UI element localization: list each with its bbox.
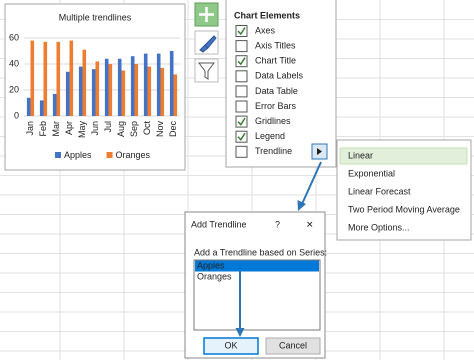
bar	[91, 69, 96, 116]
bar	[169, 51, 174, 116]
series-listbox[interactable]	[193, 259, 321, 331]
bar	[104, 58, 109, 116]
bar	[52, 93, 57, 116]
pointer-arrowhead	[297, 200, 306, 211]
menu-item[interactable]: More Options...	[348, 222, 410, 232]
x-tick-label: Feb	[38, 121, 48, 137]
bar	[147, 66, 152, 116]
element-label[interactable]: Axes	[255, 25, 276, 35]
bar	[43, 41, 48, 116]
bar	[65, 71, 70, 116]
x-tick-label: Aug	[116, 121, 126, 137]
bar	[56, 41, 61, 116]
x-tick-label: Apr	[64, 121, 74, 135]
element-label[interactable]: Error Bars	[255, 101, 297, 111]
element-label[interactable]: Gridlines	[255, 116, 291, 126]
bar	[134, 64, 139, 116]
checkbox[interactable]	[235, 40, 248, 53]
checkbox[interactable]	[235, 115, 248, 128]
element-label[interactable]: Data Labels	[255, 71, 304, 81]
menu-highlight	[339, 147, 468, 165]
arrow-icon	[317, 148, 322, 155]
bar	[121, 70, 126, 116]
close-button[interactable]: ✕	[306, 219, 314, 229]
y-tick-label: 20	[9, 84, 19, 94]
menu-item[interactable]: Linear	[348, 150, 373, 160]
x-tick-label: Nov	[155, 121, 165, 138]
bar	[82, 49, 87, 117]
x-tick-label: Oct	[142, 121, 152, 136]
checkmark	[237, 132, 246, 141]
legend-swatch	[106, 152, 113, 158]
chart-styles-button[interactable]	[194, 30, 219, 55]
chart-title: Multiple trendlines	[59, 12, 132, 22]
x-tick-label: Jan	[25, 121, 35, 136]
bar	[30, 40, 35, 116]
bar	[117, 58, 122, 116]
list-highlight	[195, 260, 319, 272]
element-label[interactable]: Data Table	[255, 86, 298, 96]
checkbox[interactable]	[235, 55, 248, 68]
menu-item[interactable]: Linear Forecast	[348, 186, 411, 196]
cancel-button[interactable]	[265, 337, 321, 355]
pointer-arrow	[301, 161, 322, 205]
bar	[160, 67, 165, 116]
checkbox[interactable]	[235, 85, 248, 98]
x-tick-label: Jun	[90, 121, 100, 136]
bar	[108, 64, 113, 116]
dialog-prompt: Add a Trendline based on Series:	[194, 247, 327, 257]
checkmark	[237, 57, 246, 66]
checkbox[interactable]	[235, 100, 248, 113]
bar	[143, 53, 148, 116]
bar	[26, 97, 31, 116]
checkbox[interactable]	[235, 130, 248, 143]
x-tick-label: May	[77, 121, 87, 139]
list-item[interactable]: Apples	[197, 260, 225, 270]
help-button[interactable]: ?	[275, 219, 280, 229]
menu-item[interactable]: Two Period Moving Average	[348, 204, 460, 214]
list-item[interactable]: Oranges	[197, 271, 232, 281]
plus-icon	[199, 7, 214, 22]
panel-title: Chart Elements	[234, 10, 300, 20]
x-tick-label: Mar	[51, 121, 61, 137]
x-tick-label: Sep	[129, 121, 139, 137]
element-label[interactable]: Chart Title	[255, 56, 296, 66]
element-label[interactable]: Legend	[255, 131, 285, 141]
y-tick-label: 0	[14, 110, 19, 120]
ok-button[interactable]	[203, 337, 259, 355]
cancel-label: Cancel	[279, 340, 307, 350]
menu-item[interactable]: Exponential	[348, 168, 395, 178]
checkbox[interactable]	[235, 70, 248, 83]
checkmark	[237, 27, 246, 36]
ok-label: OK	[224, 340, 237, 350]
legend-swatch	[55, 152, 61, 158]
bar	[78, 66, 83, 116]
bar	[130, 56, 135, 116]
filter-icon	[198, 62, 215, 80]
bar	[95, 61, 100, 116]
checkbox[interactable]	[235, 25, 248, 37]
bar	[39, 100, 44, 116]
pointer-arrowhead	[235, 328, 245, 337]
legend-label: Apples	[64, 150, 92, 160]
bar	[156, 53, 161, 116]
brush-icon	[199, 35, 217, 53]
y-tick-label: 40	[9, 58, 19, 68]
y-tick-label: 60	[9, 32, 19, 42]
bar	[69, 40, 74, 116]
element-label[interactable]: Axis Titles	[255, 40, 296, 50]
legend-label: Oranges	[116, 150, 151, 160]
bar	[173, 74, 178, 116]
element-label[interactable]: Trendline	[255, 146, 292, 156]
dialog-title: Add Trendline	[191, 219, 247, 229]
x-tick-label: Jul	[103, 121, 113, 133]
checkbox[interactable]	[235, 145, 248, 158]
checkmark	[237, 117, 246, 126]
x-tick-label: Dec	[168, 121, 178, 138]
